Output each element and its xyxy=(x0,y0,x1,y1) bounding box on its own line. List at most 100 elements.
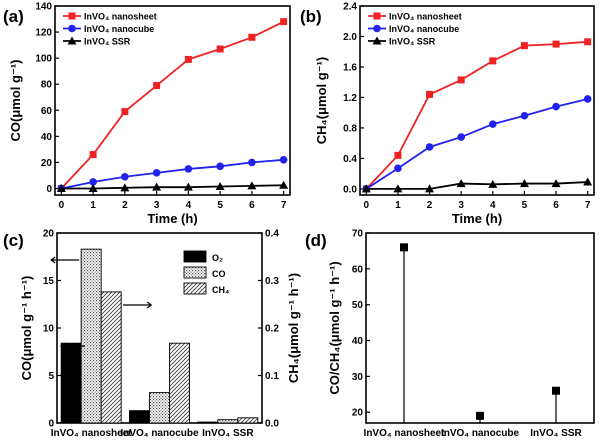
legend-swatch xyxy=(183,282,207,295)
data-point xyxy=(248,33,256,41)
y-axis-title: CO(μmol g⁻¹ h⁻¹) xyxy=(19,276,34,381)
data-point xyxy=(88,183,98,192)
bar xyxy=(80,248,102,424)
data-point xyxy=(426,90,434,98)
x-category-label: InVO₄ nanosheet xyxy=(364,428,446,439)
y-tick-label: 140 xyxy=(35,2,52,13)
arrow-o2-left xyxy=(60,342,85,350)
y-axis-title: CH₄(μmol g⁻¹) xyxy=(314,57,329,144)
series-line xyxy=(60,20,285,190)
data-point xyxy=(552,386,560,395)
data-point xyxy=(520,111,529,120)
data-point xyxy=(361,184,371,193)
y-tick-label: 2.0 xyxy=(343,32,357,43)
data-point xyxy=(520,42,528,50)
bar xyxy=(149,392,170,424)
y-tick-label: 2.4 xyxy=(343,2,357,13)
y-tick-label: 80 xyxy=(41,80,53,91)
data-point xyxy=(216,45,224,53)
x-tick-label: 1 xyxy=(395,200,401,211)
data-point xyxy=(457,133,465,141)
data-point xyxy=(89,151,97,159)
x-tick-label: 0 xyxy=(59,200,65,211)
data-point xyxy=(456,179,466,188)
x-axis-title: Time (h) xyxy=(147,211,197,226)
y-right-tick-label: 0.3 xyxy=(265,276,279,287)
bar xyxy=(217,419,239,424)
y-tick-label: 0.8 xyxy=(343,123,357,134)
data-point xyxy=(184,55,192,63)
data-point xyxy=(488,179,498,188)
bar xyxy=(237,417,259,424)
y-tick-label: 0.4 xyxy=(343,154,357,165)
x-tick-label: 0 xyxy=(364,200,370,211)
y-tick-label: 70 xyxy=(352,229,364,240)
x-tick-label: 7 xyxy=(281,200,287,211)
y-tick-label: 20 xyxy=(41,158,53,169)
y-right-axis-title: CH₄(μmol g⁻¹ h⁻¹) xyxy=(286,273,301,383)
data-point xyxy=(394,151,402,159)
arrow-left-axis xyxy=(50,256,80,264)
data-point xyxy=(489,120,497,128)
y-tick-label: 10 xyxy=(43,324,55,335)
legend-label: CO xyxy=(212,269,226,279)
panel-a-label: (a) xyxy=(3,7,24,26)
x-category-label: InVO₄ nanocube xyxy=(441,428,520,439)
x-tick-label: 3 xyxy=(458,200,464,211)
legend-label: CH₄ xyxy=(212,285,229,295)
legend-marker xyxy=(373,24,381,33)
y-axis-title: CO/CH₄(μmol g⁻¹ h⁻¹) xyxy=(327,261,342,394)
bar xyxy=(60,342,82,424)
legend-label: O₂ xyxy=(212,253,223,263)
y-right-tick-label: 0.2 xyxy=(265,324,279,335)
arrow-right-axis xyxy=(123,301,153,309)
y-tick-label: 60 xyxy=(352,264,364,275)
data-point xyxy=(400,243,408,252)
plot-frame xyxy=(54,5,291,196)
legend-swatch xyxy=(183,250,207,263)
data-point xyxy=(583,177,593,186)
data-point xyxy=(476,411,484,420)
legend-marker xyxy=(373,12,381,20)
x-tick-label: 4 xyxy=(186,200,192,211)
data-point xyxy=(551,179,561,188)
panel-b-label: (b) xyxy=(300,7,322,26)
panel-c-label: (c) xyxy=(3,231,24,250)
chart-panel-b: 0 1 2 3 4 5 6 7 0.0 0.4 0.8 1.2 1.6 2.0 2.4 Time (h) CH₄… xyxy=(314,2,595,226)
data-point xyxy=(121,172,129,181)
x-tick-label: 2 xyxy=(122,200,128,211)
data-point xyxy=(183,182,193,191)
data-point xyxy=(152,182,162,191)
data-point xyxy=(120,183,130,192)
legend-label: InVO₄ SSR xyxy=(84,37,131,47)
x-tick-label: 1 xyxy=(90,200,96,211)
x-category-label: InVO₄ nanocube xyxy=(120,428,199,439)
data-point xyxy=(394,164,402,173)
y-tick-label: 20 xyxy=(352,408,364,419)
data-point xyxy=(184,165,193,173)
data-point xyxy=(552,40,560,48)
y-right-tick-label: 0.1 xyxy=(265,371,279,382)
y-tick-label: 1.2 xyxy=(343,93,357,104)
data-point xyxy=(152,169,161,177)
data-point xyxy=(583,95,592,103)
data-point xyxy=(56,183,66,192)
chart-panel-a: 0 1 2 3 4 5 6 7 0 20 40 60 80 100 120 140 Time (h) CO(μmo… xyxy=(8,2,291,226)
y-tick-label: 60 xyxy=(41,106,53,117)
legend-label: InVO₄ nanosheet xyxy=(389,12,462,22)
y-tick-label: 40 xyxy=(352,336,364,347)
data-point xyxy=(457,76,465,84)
y-tick-label: 0.0 xyxy=(343,184,357,195)
legend-swatch xyxy=(183,266,207,279)
bar xyxy=(197,421,219,424)
bar xyxy=(169,342,190,424)
data-point xyxy=(552,102,560,111)
series-line xyxy=(61,158,284,190)
panel-d-label: (d) xyxy=(305,231,327,250)
y-tick-label: 30 xyxy=(352,372,364,383)
x-tick-label: 7 xyxy=(585,200,591,211)
x-axis-title: Time (h) xyxy=(452,211,502,226)
x-tick-label: 5 xyxy=(522,200,528,211)
y-tick-label: 100 xyxy=(35,54,52,65)
